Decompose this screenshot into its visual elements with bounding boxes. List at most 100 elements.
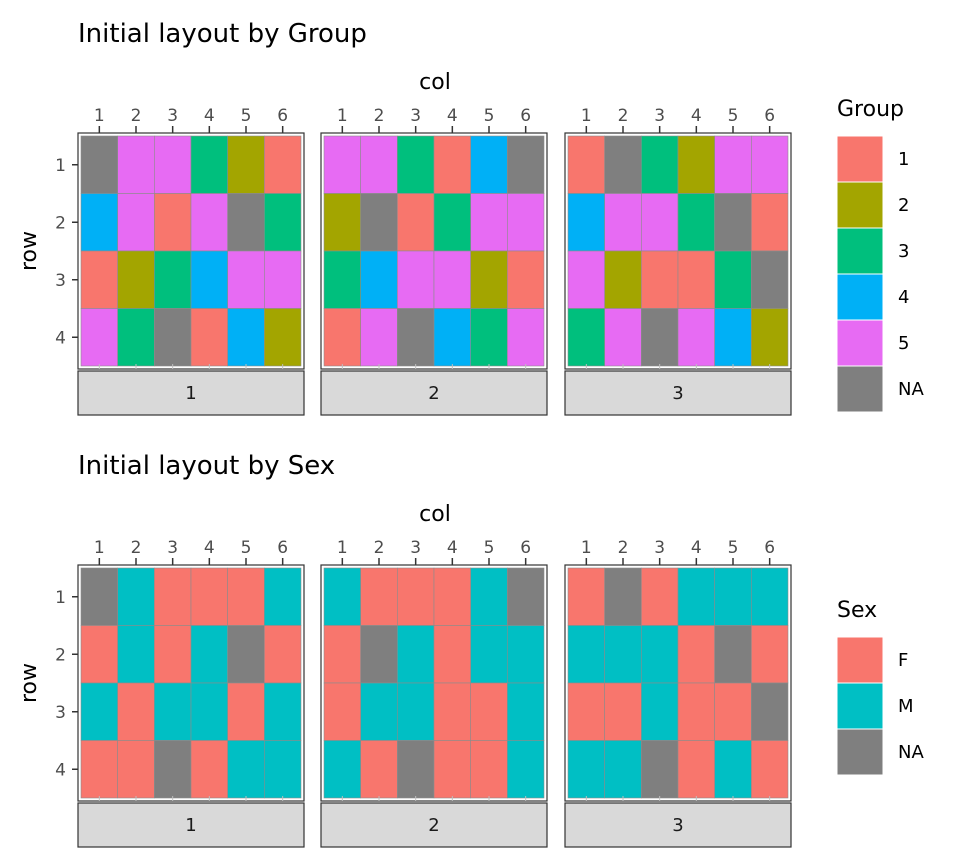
tile-cell: [677, 625, 715, 684]
y-tick-label: 2: [55, 645, 66, 665]
tile-cell: [751, 625, 789, 684]
tile-cell: [397, 193, 435, 252]
tile-cell: [80, 308, 118, 367]
tile-cell: [323, 567, 361, 626]
chart-title: Initial layout by Sex: [78, 451, 335, 481]
tile-cell: [507, 740, 545, 799]
tile-cell: [470, 250, 508, 309]
tile-cell: [360, 682, 398, 741]
tile-cell: [604, 567, 642, 626]
tile-cell: [397, 740, 435, 799]
legend-title: Group: [837, 97, 904, 122]
x-tick-label: 3: [654, 106, 665, 126]
tile-cell: [567, 740, 605, 799]
tile-cell: [360, 135, 398, 194]
legend-label: F: [898, 650, 908, 671]
x-axis-label: col: [419, 502, 451, 527]
tile-cell: [604, 308, 642, 367]
legend-title: Sex: [837, 598, 877, 623]
tile-cell: [117, 567, 155, 626]
tile-cell: [433, 567, 471, 626]
tile-cell: [507, 308, 545, 367]
x-tick-label: 3: [410, 106, 421, 126]
x-tick-label: 2: [374, 538, 385, 558]
tile-cell: [117, 625, 155, 684]
tile-cell: [677, 567, 715, 626]
legend-swatch: [836, 135, 884, 183]
tile-cell: [567, 682, 605, 741]
tile-cell: [641, 567, 679, 626]
tile-cell: [264, 625, 302, 684]
tile-cell: [507, 135, 545, 194]
tile-cell: [604, 135, 642, 194]
y-tick-label: 1: [55, 588, 66, 608]
tile-cell: [567, 135, 605, 194]
y-tick-label: 3: [55, 271, 66, 291]
tile-cell: [360, 625, 398, 684]
y-tick-label: 3: [55, 703, 66, 723]
x-tick-label: 3: [167, 538, 178, 558]
x-tick-label: 1: [94, 538, 105, 558]
facet-strip-label: 3: [672, 815, 683, 836]
tile-cell: [470, 740, 508, 799]
facet-strip-label: 3: [672, 383, 683, 404]
tile-cell: [567, 567, 605, 626]
tile-cell: [751, 308, 789, 367]
tile-cell: [80, 740, 118, 799]
x-tick-label: 3: [654, 538, 665, 558]
y-tick-label: 4: [55, 328, 66, 348]
tile-cell: [714, 135, 752, 194]
tile-cell: [507, 250, 545, 309]
legend-swatch: [836, 728, 884, 776]
legend-swatch: [836, 227, 884, 275]
tile-cell: [227, 308, 265, 367]
facet-strip-label: 1: [185, 383, 196, 404]
tile-cell: [323, 308, 361, 367]
tile-cell: [190, 193, 228, 252]
tile-cell: [567, 625, 605, 684]
tile-cell: [323, 193, 361, 252]
facet-strip-label: 2: [428, 815, 439, 836]
x-tick-label: 5: [728, 538, 739, 558]
tile-cell: [323, 682, 361, 741]
tile-cell: [641, 308, 679, 367]
legend-swatch: [836, 273, 884, 321]
x-tick-label: 5: [241, 538, 252, 558]
tile-cell: [604, 193, 642, 252]
tile-cell: [117, 193, 155, 252]
tile-cell: [751, 250, 789, 309]
tile-cell: [154, 567, 192, 626]
x-tick-label: 3: [410, 538, 421, 558]
facet-strip: [564, 802, 792, 848]
tile-cell: [751, 567, 789, 626]
facet-strip: [320, 802, 548, 848]
tile-cell: [751, 193, 789, 252]
facet-strip-label: 1: [185, 815, 196, 836]
tile-cell: [80, 625, 118, 684]
tile-cell: [433, 682, 471, 741]
tile-cell: [117, 250, 155, 309]
panel-border: [77, 132, 305, 370]
legend-swatch: [836, 682, 884, 730]
tile-cell: [190, 135, 228, 194]
tile-cell: [264, 193, 302, 252]
panel-border: [564, 564, 792, 802]
tile-cell: [714, 308, 752, 367]
tile-cell: [360, 740, 398, 799]
tile-cell: [604, 250, 642, 309]
tile-cell: [154, 250, 192, 309]
tile-cell: [677, 308, 715, 367]
x-tick-label: 2: [618, 538, 629, 558]
panel-border: [77, 564, 305, 802]
tile-cell: [397, 682, 435, 741]
legend-label: 5: [898, 333, 909, 354]
x-tick-label: 2: [374, 106, 385, 126]
tile-cell: [677, 193, 715, 252]
x-tick-label: 4: [204, 538, 215, 558]
x-tick-label: 5: [241, 106, 252, 126]
tile-cell: [117, 135, 155, 194]
tile-cell: [227, 625, 265, 684]
panel-border: [320, 132, 548, 370]
x-tick-label: 5: [484, 538, 495, 558]
